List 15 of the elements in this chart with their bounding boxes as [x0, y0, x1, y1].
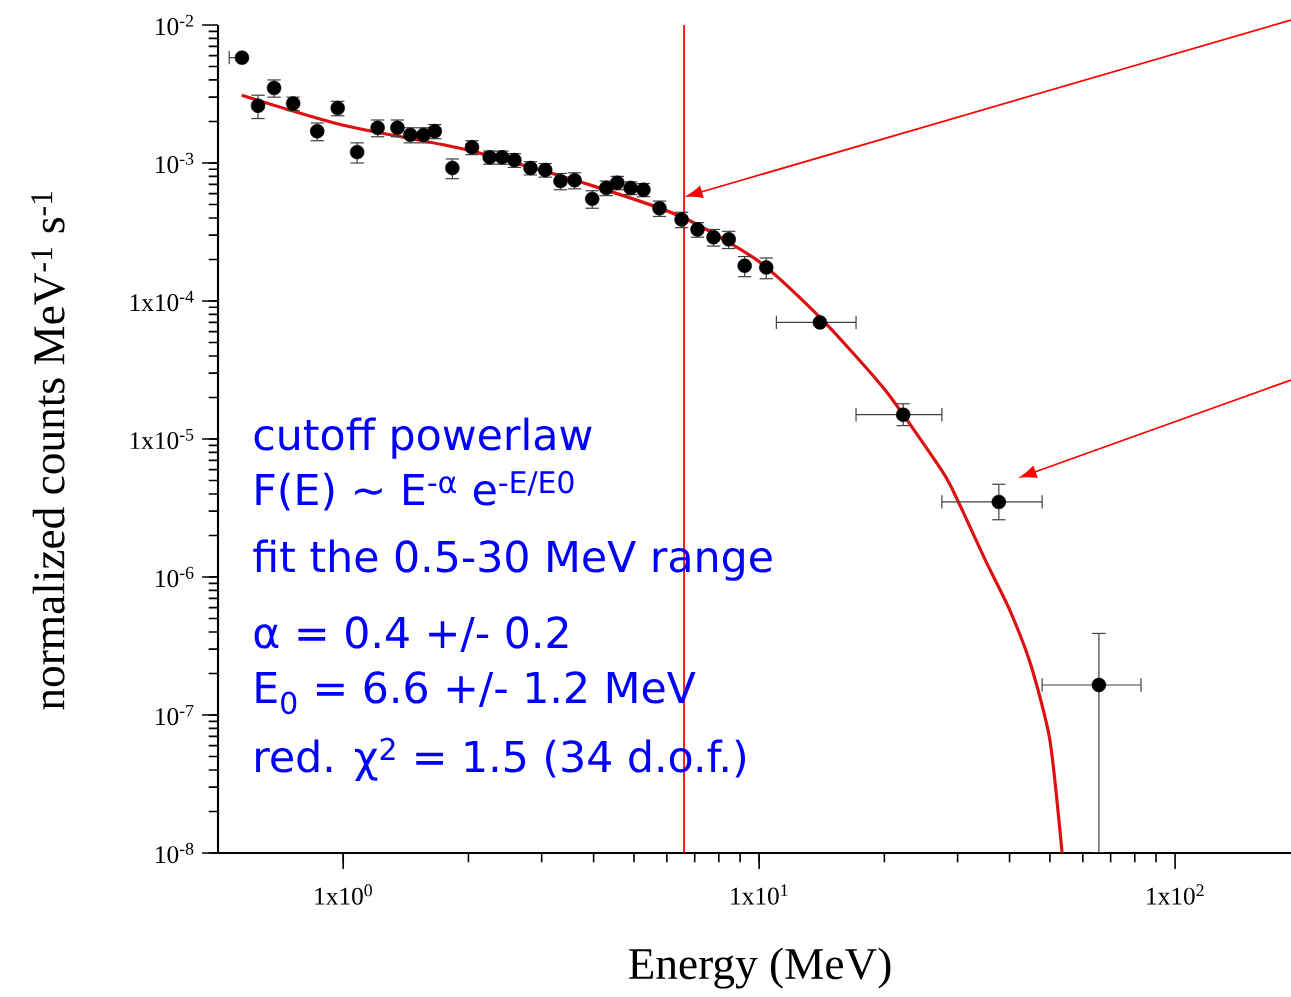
annotation: α = 0.4 +/- 0.2 — [254, 616, 568, 652]
x-tick-label: 1x10$^{0}$ — [315, 884, 372, 905]
y-tick-label: 10$^{-2}$ — [156, 14, 193, 36]
y-tick-label: 10$^{-7}$ — [156, 704, 194, 726]
x-axis-title: Energy (MeV) — [628, 947, 891, 989]
x-tick-label: 1x10$^{2}$ — [1147, 884, 1204, 905]
annotation: cutoff powerlaw — [254, 417, 592, 459]
y-tick-label: 10$^{-3}$ — [156, 152, 194, 174]
y-tick-label: 1x10$^{-5}$ — [130, 428, 194, 450]
y-tick-label: 10$^{-6}$ — [156, 566, 194, 588]
y-axis-title: normalized counts MeV$^{-1}$ s$^{-1}$ — [31, 191, 65, 710]
annotation: F(E) ~ E$^{-α}$ e$^{-E/E0}$ — [256, 470, 574, 511]
x-tick-label: 1x10$^{1}$ — [731, 884, 788, 905]
y-tick-label: 1x10$^{-4}$ — [130, 290, 194, 312]
y-tick-label: 10$^{-8}$ — [156, 842, 194, 864]
